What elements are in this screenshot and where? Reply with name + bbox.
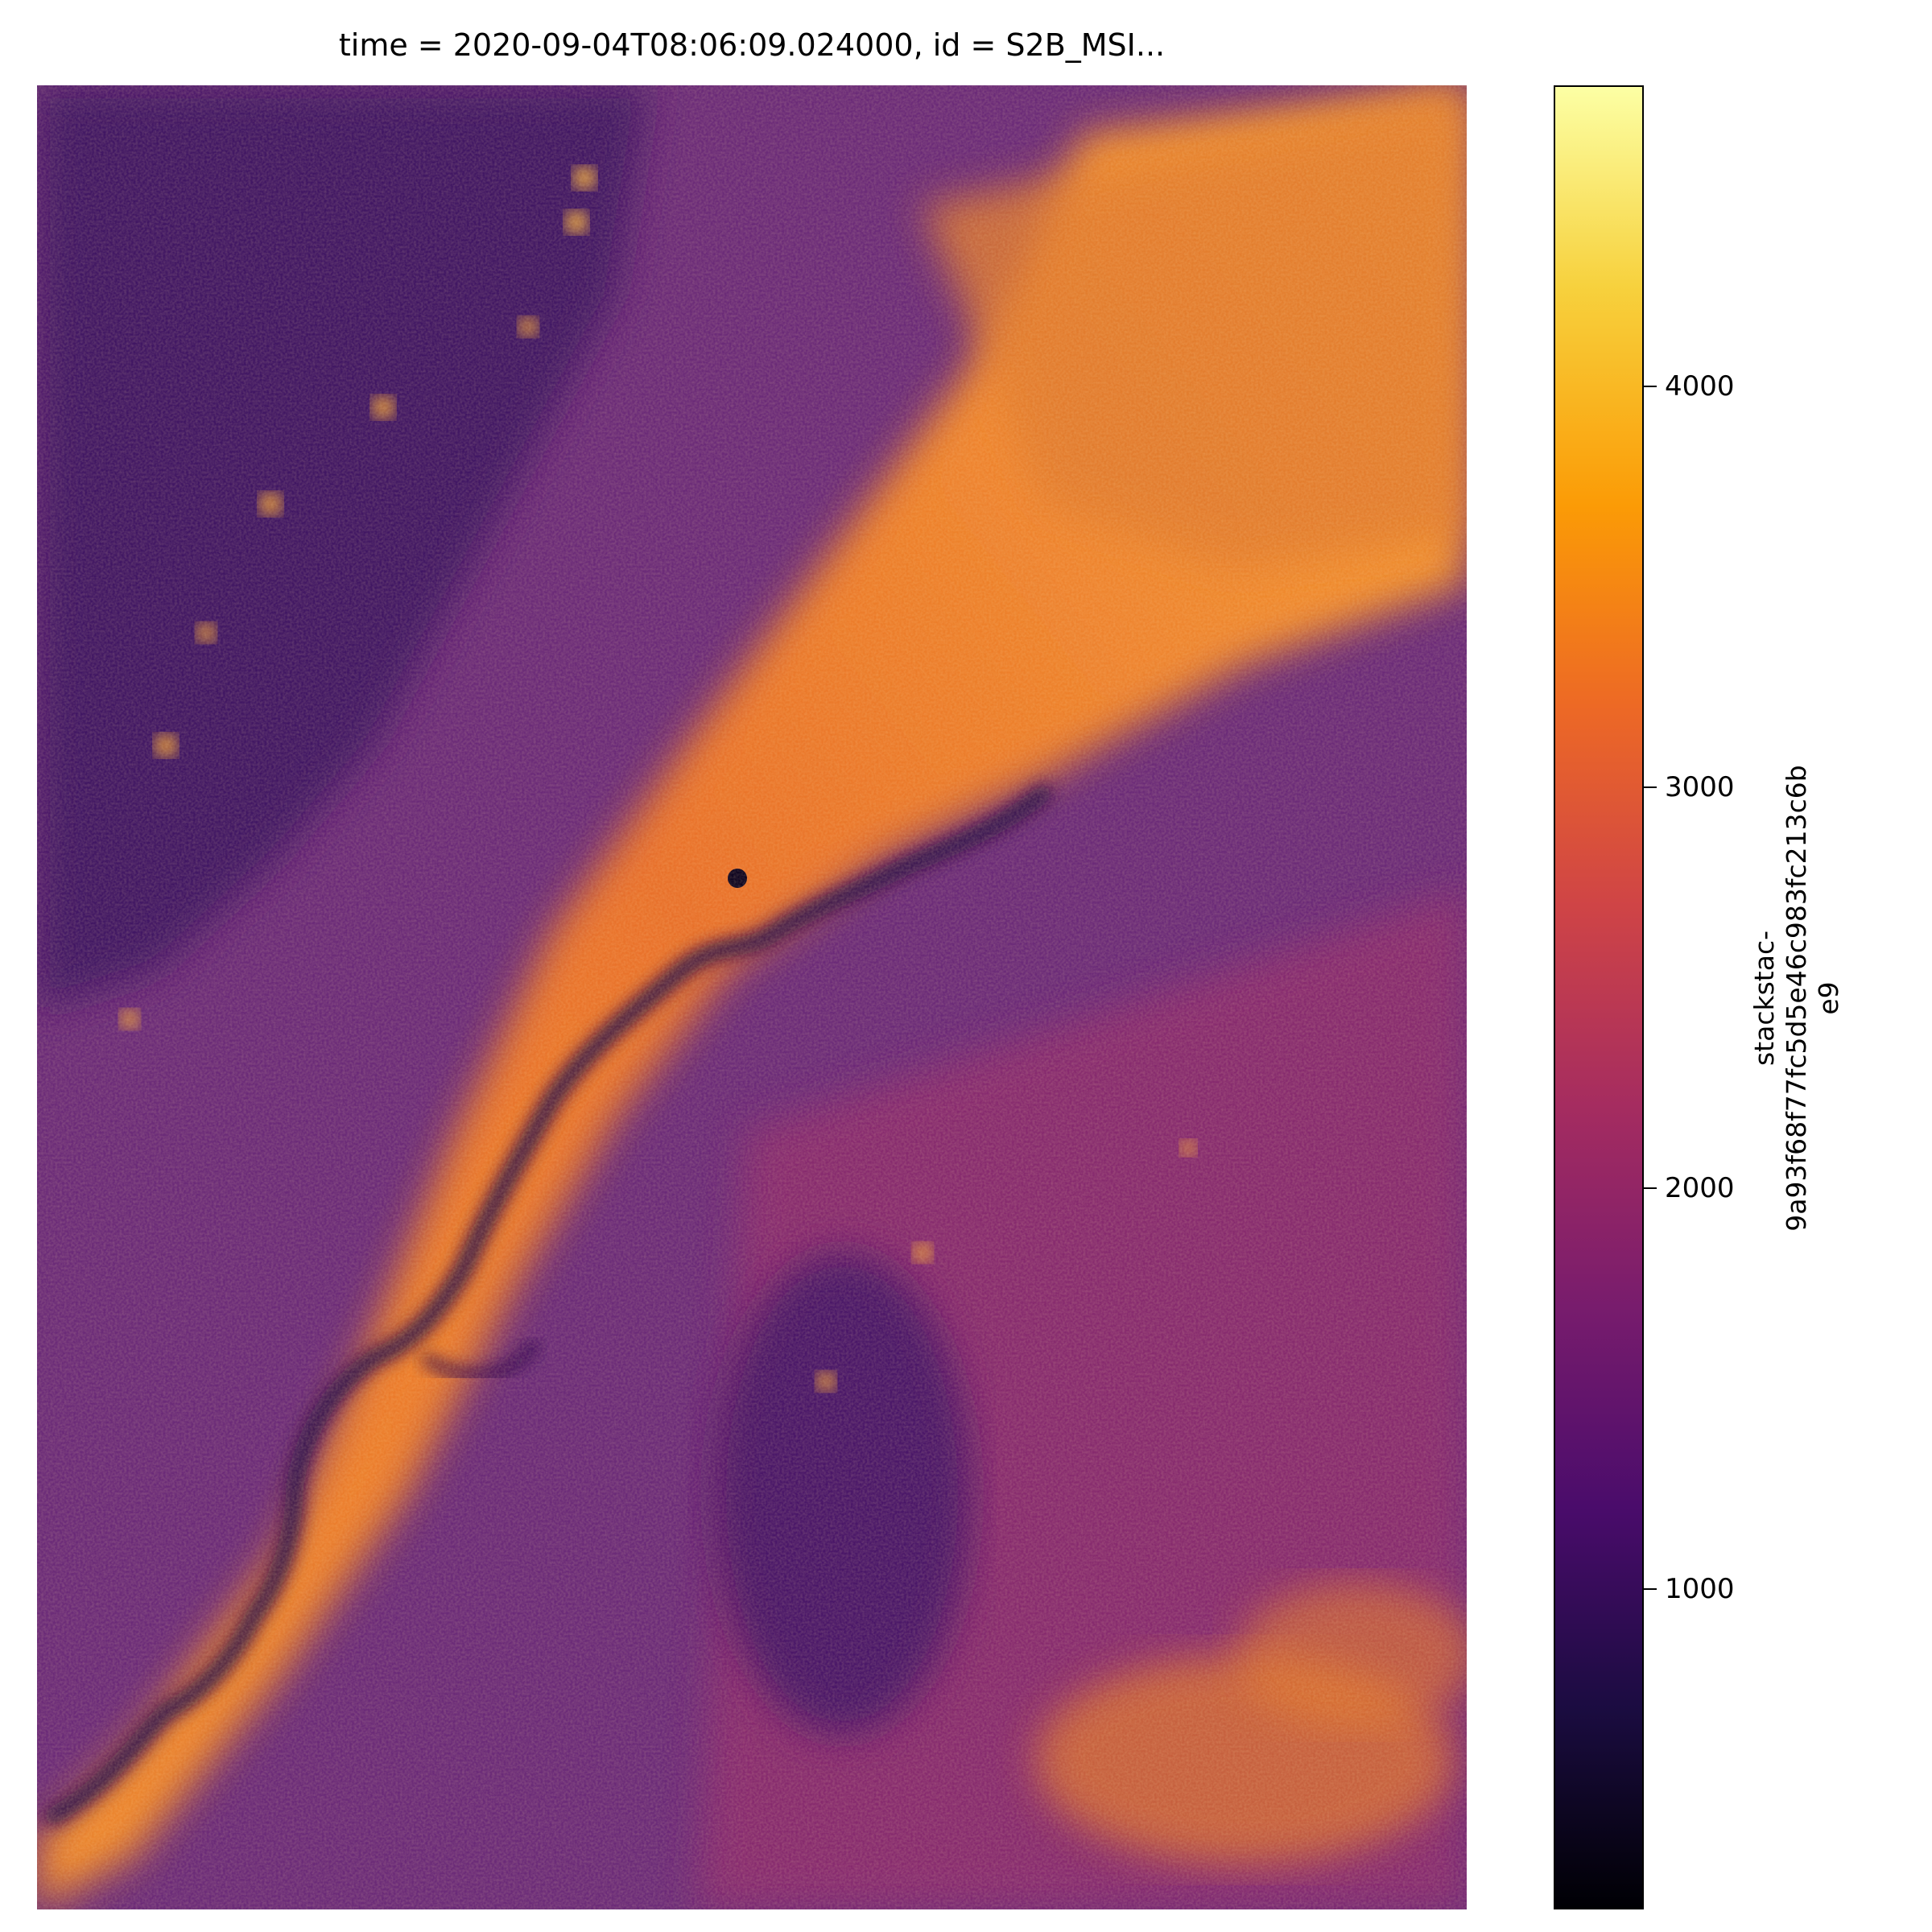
colorbar-tick-label: 4000 [1665, 369, 1735, 402]
raster-svg [37, 85, 1467, 1909]
colorbar-tick [1644, 786, 1657, 788]
colorbar-tick-label: 3000 [1665, 770, 1735, 803]
colorbar [1554, 85, 1644, 1909]
colorbar-label-line3: e9 [1813, 981, 1844, 1015]
grain-texture [37, 85, 1467, 1909]
colorbar-tick-label: 1000 [1665, 1572, 1735, 1605]
raster-image [37, 85, 1467, 1909]
colorbar-label: stackstac- 9a93f68f77fc5d5e46c983fc213c6… [1748, 636, 1845, 1360]
colorbar-tick [1644, 1187, 1657, 1189]
colorbar-label-line1: stackstac- [1748, 931, 1780, 1067]
colorbar-tick-label: 2000 [1665, 1171, 1735, 1204]
colorbar-tick [1644, 385, 1657, 387]
colorbar-tick [1644, 1587, 1657, 1590]
chart-title: time = 2020-09-04T08:06:09.024000, id = … [338, 27, 1166, 63]
colorbar-label-line2: 9a93f68f77fc5d5e46c983fc213c6b [1781, 765, 1812, 1232]
